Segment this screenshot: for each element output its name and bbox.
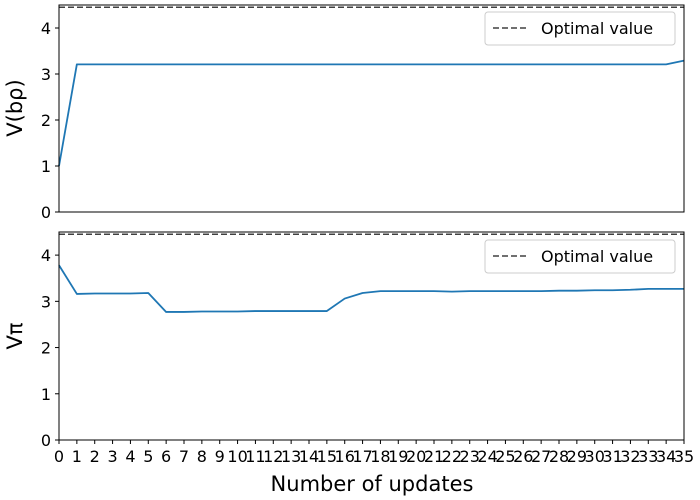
bottom-panel-y-axis-label: Vπ — [3, 322, 27, 349]
bottom-panel-legend: Optimal value — [484, 239, 676, 274]
x-tick-label: 35 — [674, 447, 694, 466]
x-tick-label: 3 — [107, 447, 117, 466]
bottom-panel-x-ticks: 0 1 2 3 4 5 6 7 8 9 101112131415161718192021222324… — [54, 440, 694, 466]
top-panel-frame — [58, 4, 685, 213]
x-tick-label: 7 — [179, 447, 189, 466]
x-tick-label: 34 — [656, 447, 676, 466]
x-tick-label: 13 — [281, 447, 301, 466]
bottom-panel-legend-label: Optimal value — [541, 247, 653, 266]
x-tick-label: 14 — [299, 447, 319, 466]
bottom-panel-y-tick-label: 3 — [41, 292, 51, 311]
bottom-panel-y-tick-label: 2 — [41, 339, 51, 358]
x-tick-label: 9 — [215, 447, 225, 466]
top-panel-y-ticks: 0 1 2 3 4 — [41, 19, 59, 222]
bottom-panel-series — [58, 264, 684, 313]
x-tick-label: 6 — [161, 447, 171, 466]
x-tick-label: 18 — [370, 447, 390, 466]
top-panel-y-axis-label: V(bρ) — [3, 79, 27, 136]
top-panel-y-tick-label: 4 — [41, 19, 51, 38]
top-panel-series — [58, 59, 685, 167]
top-panel-y-tick-label: 3 — [41, 65, 51, 84]
bottom-panel-y-tick-label: 4 — [41, 246, 51, 265]
x-tick-label: 2 — [90, 447, 100, 466]
x-tick-label: 31 — [602, 447, 622, 466]
top-panel-y-tick-label: 0 — [41, 203, 51, 222]
x-tick-label: 17 — [352, 447, 372, 466]
x-tick-label: 15 — [317, 447, 337, 466]
bottom-panel-y-tick-label: 1 — [41, 385, 51, 404]
x-tick-label: 4 — [125, 447, 135, 466]
x-tick-label: 1 — [72, 447, 82, 466]
x-tick-label: 30 — [585, 447, 605, 466]
bottom-panel-y-tick-label: 0 — [41, 431, 51, 450]
top-panel-y-tick-label: 1 — [41, 157, 51, 176]
x-tick-label: 26 — [513, 447, 533, 466]
bottom-panel-legend-box — [484, 239, 676, 274]
x-tick-label: 21 — [424, 447, 444, 466]
x-tick-label: 12 — [263, 447, 283, 466]
bottom-panel-frame — [58, 231, 685, 441]
top-panel-y-tick-label: 2 — [41, 111, 51, 130]
x-tick-label: 10 — [227, 447, 247, 466]
x-tick-label: 27 — [531, 447, 551, 466]
x-tick-label: 20 — [406, 447, 426, 466]
x-tick-label: 22 — [442, 447, 462, 466]
x-tick-label: 29 — [567, 447, 587, 466]
x-tick-label: 0 — [54, 447, 64, 466]
x-tick-label: 32 — [620, 447, 640, 466]
bottom-panel-y-ticks: 0 1 2 3 4 — [41, 246, 59, 450]
x-tick-label: 19 — [388, 447, 408, 466]
bottom-panel-series-line — [58, 264, 684, 313]
x-tick-label: 23 — [460, 447, 480, 466]
x-tick-label: 16 — [335, 447, 355, 466]
x-axis-label: Number of updates — [271, 472, 474, 496]
x-tick-label: 8 — [197, 447, 207, 466]
x-tick-label: 25 — [495, 447, 515, 466]
top-panel-legend-box — [484, 11, 676, 46]
top-panel-legend: Optimal value — [484, 11, 676, 46]
x-tick-label: 24 — [477, 447, 497, 466]
x-tick-label: 28 — [549, 447, 569, 466]
top-panel-legend-label: Optimal value — [541, 19, 653, 38]
x-tick-label: 5 — [143, 447, 153, 466]
x-tick-label: 11 — [245, 447, 265, 466]
top-panel: 0 1 2 3 4 V(bρ) Optimal value — [3, 4, 685, 222]
top-panel-series-line — [58, 59, 685, 167]
x-tick-label: 33 — [638, 447, 658, 466]
